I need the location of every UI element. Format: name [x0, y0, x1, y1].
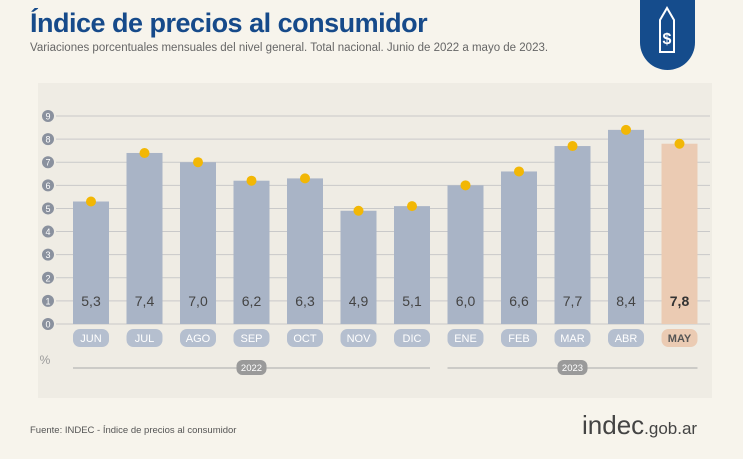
brand-main: indec — [582, 410, 645, 440]
y-tick-badge — [42, 179, 54, 192]
month-pill — [233, 329, 270, 347]
y-tick-badge — [42, 271, 54, 284]
y-tick-badge — [42, 248, 54, 261]
value-label: 7,8 — [670, 293, 690, 309]
year-label: 2022 — [241, 363, 262, 374]
bar — [661, 143, 698, 324]
data-point — [86, 196, 96, 207]
y-tick-badge — [42, 110, 54, 122]
month-pill — [180, 329, 216, 347]
y-tick-badge — [42, 156, 54, 169]
data-point — [407, 201, 417, 212]
year-badge — [557, 360, 588, 375]
value-label: 6,3 — [295, 293, 315, 309]
data-point — [193, 157, 203, 168]
month-label: SEP — [240, 333, 262, 345]
y-tick-label: 4 — [45, 227, 50, 237]
bar — [554, 146, 591, 324]
data-point — [139, 147, 150, 158]
month-label: ENE — [454, 333, 477, 345]
month-pill — [608, 329, 644, 347]
y-tick-badge — [42, 133, 54, 146]
month-label: JUN — [80, 333, 101, 345]
bar — [233, 180, 270, 324]
month-label: FEB — [508, 333, 529, 345]
month-label: NOV — [347, 333, 372, 345]
month-label: AGO — [186, 333, 211, 345]
data-point — [514, 166, 524, 177]
month-pill — [447, 329, 484, 347]
y-tick-label: 8 — [45, 135, 50, 145]
value-label: 6,0 — [456, 293, 476, 309]
month-pill — [287, 329, 323, 347]
bar — [501, 171, 537, 324]
data-point — [460, 180, 471, 191]
month-label: JUL — [135, 333, 155, 345]
value-label: 4,9 — [349, 293, 369, 309]
month-label: MAY — [668, 333, 692, 345]
bar — [608, 129, 644, 324]
value-label: 6,6 — [509, 293, 529, 309]
year-label: 2023 — [562, 363, 583, 374]
value-label: 7,7 — [563, 293, 583, 309]
value-label: 5,1 — [402, 293, 422, 309]
month-label: OCT — [293, 333, 317, 345]
indec-brand: indec.gob.ar — [582, 410, 697, 441]
y-tick-label: 0 — [45, 320, 50, 330]
y-unit-label: % — [40, 353, 51, 367]
bar — [180, 162, 216, 324]
data-point — [674, 138, 685, 149]
y-tick-badge — [42, 202, 54, 215]
svg-text:$: $ — [663, 31, 672, 48]
y-tick-badge — [42, 225, 54, 238]
month-pill — [73, 329, 109, 347]
y-tick-label: 9 — [45, 112, 50, 122]
data-point — [353, 205, 364, 216]
month-pill — [501, 329, 537, 347]
month-pill — [661, 329, 698, 347]
value-label: 7,0 — [188, 293, 208, 309]
price-tag-logo-icon: $ — [640, 0, 695, 70]
month-pill — [394, 329, 430, 347]
y-tick-badge — [42, 318, 54, 330]
bar — [287, 178, 323, 324]
month-pill — [126, 329, 163, 347]
month-pill — [340, 329, 377, 347]
data-point — [567, 141, 578, 152]
y-tick-label: 1 — [45, 296, 50, 306]
y-tick-label: 7 — [45, 158, 50, 168]
data-point — [246, 175, 257, 186]
value-label: 7,4 — [135, 293, 155, 309]
value-label: 5,3 — [81, 293, 101, 309]
y-tick-badge — [42, 294, 54, 307]
bar — [126, 152, 163, 324]
value-label: 6,2 — [242, 293, 262, 309]
data-point — [621, 124, 631, 135]
bar — [340, 210, 377, 324]
bar — [73, 201, 109, 324]
month-label: MAR — [560, 333, 585, 345]
y-tick-label: 2 — [45, 273, 50, 283]
month-label: DIC — [403, 333, 422, 345]
month-label: ABR — [615, 333, 638, 345]
bar — [394, 206, 430, 324]
source-note: Fuente: INDEC - Índice de precios al con… — [30, 425, 237, 436]
bar — [447, 185, 484, 324]
y-tick-label: 5 — [45, 204, 50, 214]
page-title: Índice de precios al consumidor — [30, 8, 428, 38]
y-tick-label: 3 — [45, 250, 50, 260]
year-badge — [236, 360, 267, 375]
page-subtitle: Variaciones porcentuales mensuales del n… — [30, 42, 549, 54]
month-pill — [554, 329, 591, 347]
data-point — [300, 173, 310, 184]
value-label: 8,4 — [616, 293, 636, 309]
y-tick-label: 6 — [45, 181, 50, 191]
brand-suffix: .gob.ar — [644, 419, 698, 438]
